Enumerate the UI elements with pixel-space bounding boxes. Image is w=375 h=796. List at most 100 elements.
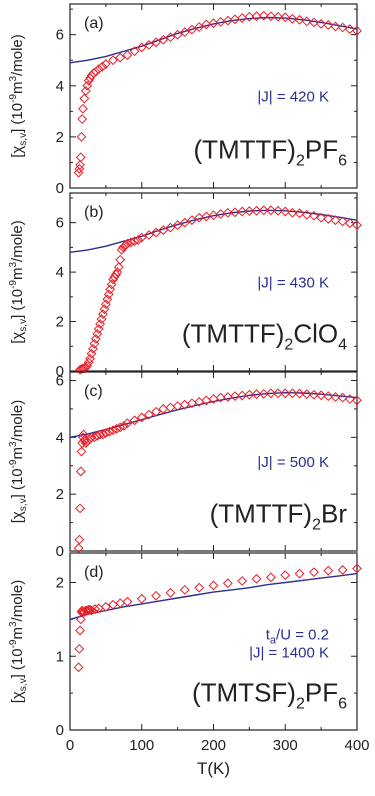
- data-point: [78, 363, 88, 374]
- data-point: [244, 389, 255, 400]
- y-tick-label: 4: [56, 429, 64, 446]
- data-point: [273, 388, 283, 399]
- data-point: [103, 289, 114, 300]
- x-tick-label: 0: [66, 737, 74, 754]
- data-point: [165, 587, 176, 598]
- data-point: [116, 244, 127, 255]
- data-point: [79, 435, 90, 446]
- panel-label: (a): [84, 15, 104, 32]
- data-point: [115, 254, 126, 265]
- data-point: [129, 236, 140, 247]
- data-point: [222, 392, 233, 402]
- data-point: [106, 279, 117, 290]
- data-point: [194, 582, 205, 593]
- data-point: [323, 565, 334, 576]
- data-point: [258, 205, 269, 216]
- data-point: [265, 11, 276, 22]
- data-point: [75, 466, 86, 477]
- ylabel-sub: s,v: [18, 678, 29, 691]
- data-point: [352, 220, 362, 231]
- y-tick-label: 0: [56, 722, 64, 739]
- data-point: [294, 14, 305, 25]
- data-point: [352, 563, 362, 574]
- y-tick-label: 2: [56, 575, 64, 592]
- data-point: [258, 10, 269, 21]
- fit-line: [69, 16, 358, 64]
- data-point: [129, 415, 140, 426]
- ylabel-end: /mole): [9, 34, 26, 76]
- ylabel-mid: m: [9, 268, 26, 281]
- x-tick-label: 300: [273, 737, 298, 754]
- data-point: [100, 428, 111, 438]
- data-point: [280, 388, 291, 399]
- data-point: [316, 212, 327, 223]
- data-point: [287, 388, 298, 399]
- data-point: [151, 227, 162, 238]
- data-point: [265, 205, 276, 216]
- data-point: [136, 42, 147, 53]
- data-point: [301, 16, 312, 27]
- data-point: [352, 395, 362, 406]
- ylabel-exp: -9: [8, 459, 19, 468]
- data-point: [144, 409, 154, 420]
- data-point: [105, 284, 116, 295]
- data-point: [151, 406, 162, 417]
- data-point: [265, 572, 276, 583]
- data-point: [75, 160, 85, 170]
- data-point: [90, 66, 101, 77]
- panel-label: (c): [84, 383, 103, 400]
- compound-formula: (TMTTF)2ClO4: [182, 319, 347, 354]
- data-point: [85, 353, 95, 364]
- formula-tail: ClO: [293, 319, 338, 349]
- y-tick-label: 2: [56, 314, 64, 331]
- formula-sub: 2: [284, 337, 293, 354]
- ylabel-exp: -9: [8, 94, 19, 103]
- data-point: [344, 24, 355, 34]
- data-point: [330, 21, 341, 32]
- data-point: [309, 17, 319, 28]
- data-point: [215, 392, 226, 403]
- data-point: [337, 22, 348, 33]
- formula-sub: 2: [296, 696, 305, 713]
- data-point: [86, 348, 97, 359]
- data-point: [73, 662, 84, 673]
- data-point: [344, 218, 355, 229]
- formula-tail: PF: [305, 678, 338, 708]
- data-point: [294, 568, 305, 579]
- data-point: [287, 207, 298, 218]
- formula-main: (TMTSF): [192, 678, 296, 708]
- fit-line: [69, 572, 358, 621]
- hopping-rest: /U = 0.2: [276, 627, 329, 644]
- compound-formula: (TMTTF)2Br: [210, 498, 348, 533]
- data-point: [251, 11, 262, 22]
- ylabel-end: /mole): [9, 220, 26, 262]
- data-point: [90, 333, 101, 344]
- ylabel-exp: 3: [8, 441, 19, 447]
- formula-main: (TMTTF): [193, 135, 296, 165]
- data-point: [273, 205, 283, 216]
- data-point: [108, 425, 118, 436]
- data-point: [273, 11, 283, 22]
- data-point: [100, 59, 111, 69]
- data-point: [230, 391, 240, 402]
- y-tick-label: 6: [56, 215, 64, 232]
- ylabel-exp: -9: [8, 280, 19, 289]
- data-point: [100, 299, 111, 310]
- data-point: [133, 235, 144, 245]
- ylabel-end: /mole): [9, 580, 26, 622]
- data-point: [172, 29, 183, 40]
- data-point: [104, 426, 115, 437]
- data-point: [316, 390, 327, 401]
- data-point: [323, 20, 334, 30]
- compound-formula: (TMTSF)2PF6: [192, 678, 347, 713]
- data-point: [179, 584, 190, 595]
- y-tick-label: 1: [56, 648, 64, 665]
- data-point: [95, 319, 106, 329]
- y-tick-label: 4: [56, 78, 64, 95]
- data-point: [92, 431, 103, 441]
- data-point: [98, 429, 108, 440]
- data-point: [280, 12, 291, 23]
- data-point: [86, 432, 97, 443]
- data-point: [280, 206, 291, 217]
- y-axis-label: [χs,v] (10-9m3/mole): [8, 34, 29, 158]
